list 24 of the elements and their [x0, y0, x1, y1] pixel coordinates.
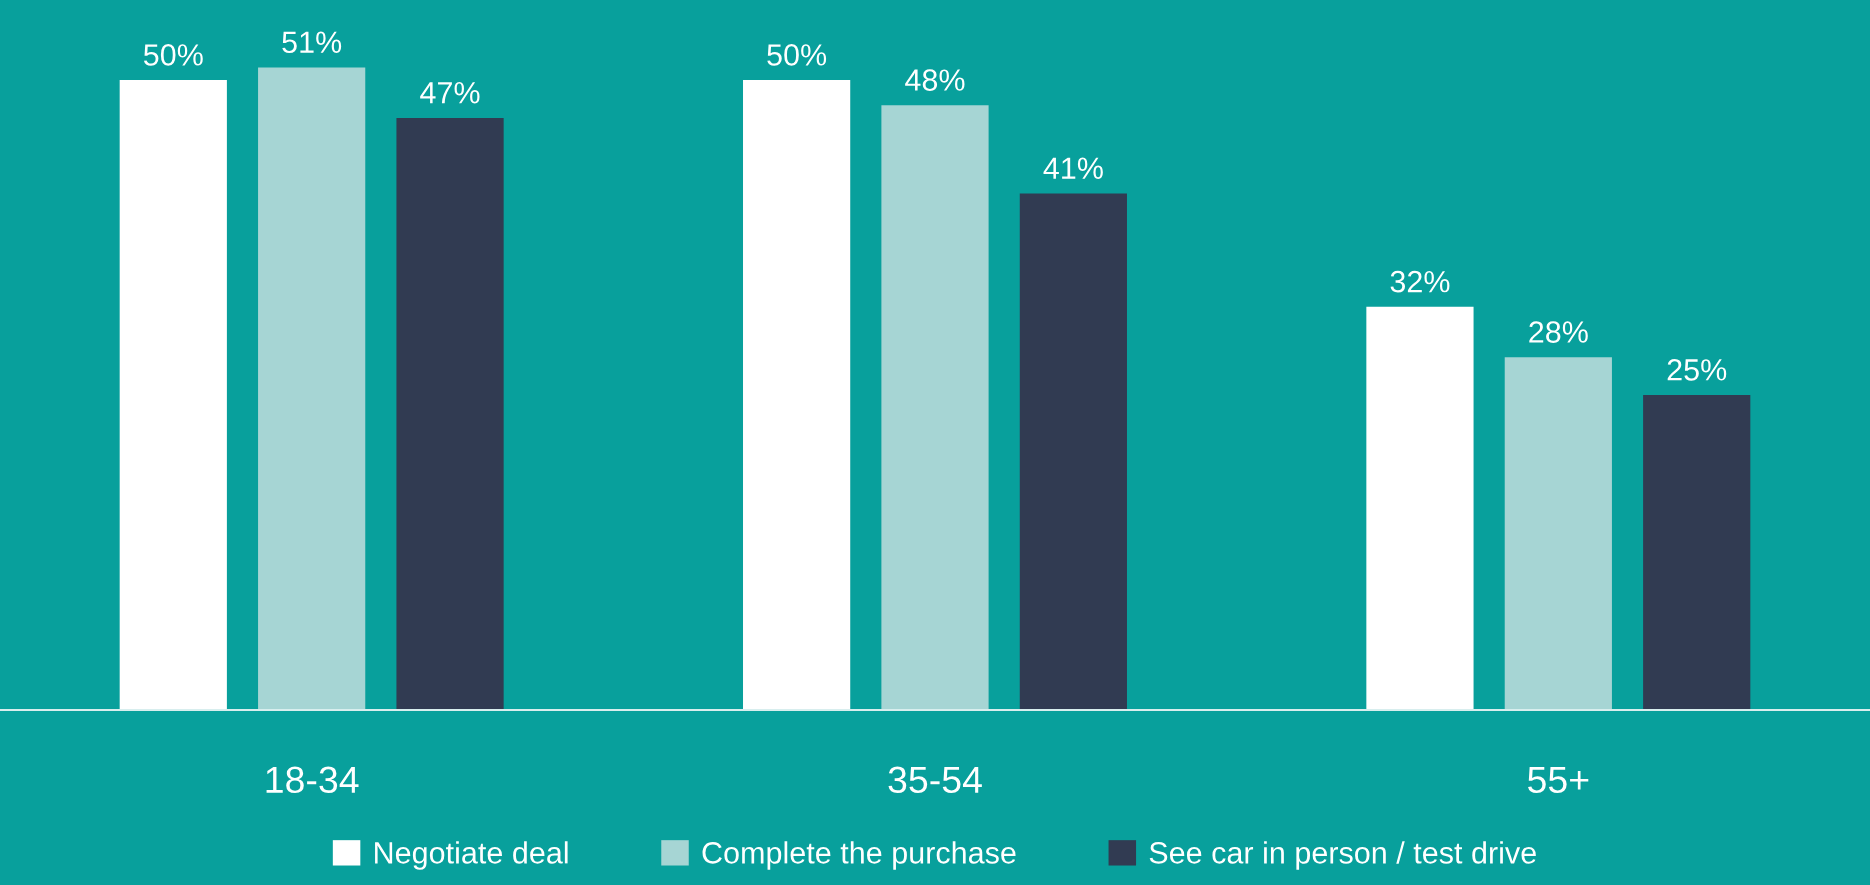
legend-label: See car in person / test drive [1149, 841, 1536, 870]
legend-label: Complete the purchase [702, 841, 1016, 870]
bar [258, 67, 366, 710]
data-label: 32% [1390, 270, 1450, 293]
data-label: 51% [282, 31, 342, 54]
x-tick-label: 55+ [1528, 766, 1589, 794]
data-label: 47% [420, 82, 480, 104]
legend-label: Negotiate deal [375, 841, 568, 870]
data-label: 50% [143, 44, 203, 66]
x-tick-label: 18-34 [266, 766, 359, 794]
bar [1504, 357, 1612, 710]
bar [1643, 395, 1751, 710]
bar [1366, 306, 1474, 710]
bar [396, 117, 504, 710]
x-tick-label: 35-54 [888, 766, 982, 794]
data-label: 41% [1043, 157, 1103, 179]
bar [881, 105, 989, 710]
data-label: 50% [767, 44, 827, 66]
data-label: 28% [1529, 321, 1588, 343]
data-label: 48% [905, 69, 965, 91]
data-label: 25% [1667, 359, 1727, 381]
bar [743, 80, 851, 710]
bar [1019, 193, 1127, 710]
bar [119, 80, 227, 710]
